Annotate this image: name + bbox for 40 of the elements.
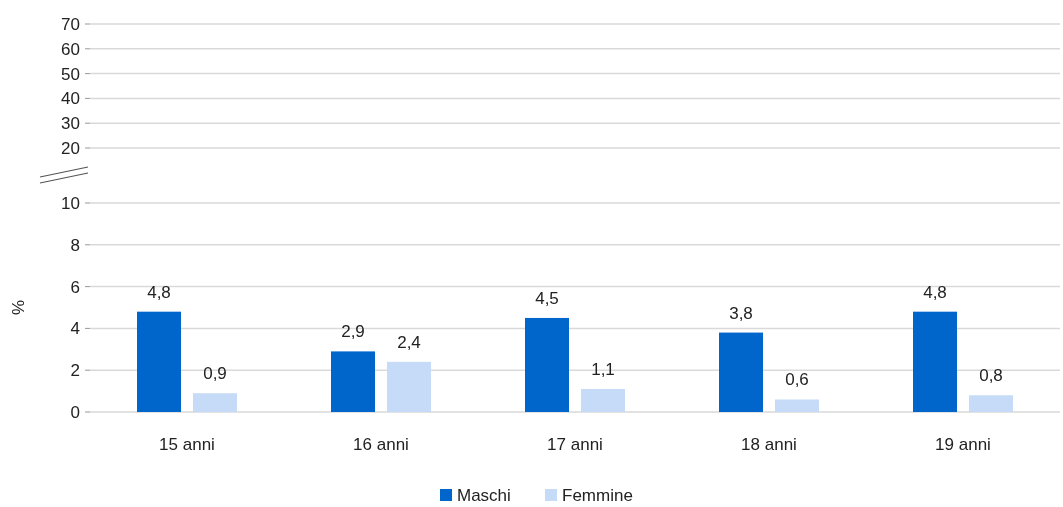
y-tick-label: 40 — [61, 89, 80, 109]
data-label: 3,8 — [729, 303, 753, 323]
y-tick-label: 20 — [61, 138, 80, 158]
y-tick-label: 10 — [61, 193, 80, 213]
x-tick-label: 19 anni — [935, 435, 991, 454]
bar — [719, 332, 763, 412]
y-tick-label: 70 — [61, 14, 80, 34]
data-label: 2,4 — [397, 332, 421, 352]
bar — [525, 317, 569, 412]
data-label: 0,6 — [785, 370, 809, 390]
x-tick-label: 15 anni — [159, 435, 215, 454]
data-label: 4,8 — [923, 282, 947, 302]
y-tick-label: 0 — [70, 402, 80, 422]
bar — [137, 311, 181, 412]
bar — [969, 395, 1013, 412]
data-label: 4,5 — [535, 288, 559, 308]
y-tick-label: 6 — [70, 277, 80, 297]
bar — [387, 361, 431, 412]
data-label: 1,1 — [591, 360, 615, 380]
y-tick-label: 30 — [61, 114, 80, 134]
y-tick-label: 2 — [70, 361, 80, 381]
y-tick-label: 8 — [70, 235, 80, 255]
data-label: 0,8 — [979, 366, 1003, 386]
bar — [331, 351, 375, 412]
y-tick-label: 50 — [61, 64, 80, 84]
data-label: 2,9 — [341, 322, 365, 342]
legend-label: Maschi — [457, 485, 511, 505]
y-tick-label: 60 — [61, 39, 80, 59]
legend-label: Femmine — [562, 485, 633, 505]
x-tick-label: 16 anni — [353, 435, 409, 454]
bar — [193, 393, 237, 412]
bar — [913, 311, 957, 412]
data-label: 0,9 — [203, 364, 227, 384]
bar — [775, 399, 819, 412]
y-axis-title: % — [9, 299, 28, 316]
x-tick-label: 18 anni — [741, 435, 797, 454]
x-tick-label: 17 anni — [547, 435, 603, 454]
bar — [581, 389, 625, 412]
data-label: 4,8 — [147, 282, 171, 302]
y-tick-label: 4 — [70, 319, 80, 339]
